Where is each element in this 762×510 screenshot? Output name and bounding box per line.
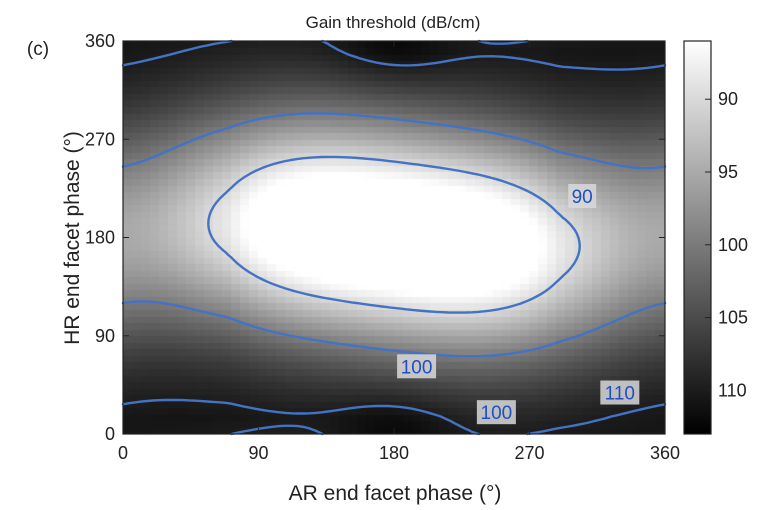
x-axis-label: AR end facet phase (°) [289, 482, 502, 505]
y-tick-label: 90 [95, 326, 115, 346]
contour-label-bg [568, 184, 597, 209]
x-tick-label: 90 [248, 443, 268, 463]
contour-label-bg [600, 380, 640, 405]
contour-line-90 [207, 155, 581, 314]
colorbar-frame [683, 40, 712, 435]
panel-label: (c) [27, 39, 49, 60]
y-tick-label: 270 [85, 129, 115, 149]
x-axis: 0 90 180 270 360 [118, 41, 680, 463]
y-tick-label: 360 [85, 31, 115, 51]
contour-label-bg [397, 354, 437, 379]
colorbar-tick-label: 95 [718, 162, 738, 182]
contour-label: 110 [605, 384, 635, 405]
contour-label: 100 [481, 403, 513, 424]
y-tick-label: 180 [85, 228, 115, 248]
x-tick-label: 360 [650, 443, 680, 463]
contour-label: 100 [401, 357, 433, 378]
heatmap-plot: 90 100 100 110 [121, 39, 667, 436]
x-tick-label: 270 [514, 443, 544, 463]
contour-label: 90 [572, 187, 593, 208]
colorbar-ticks: 90 95 100 105 110 [705, 89, 748, 400]
colorbar: 90 95 100 105 110 [683, 40, 748, 435]
x-tick-label: 180 [379, 443, 409, 463]
chart-title: Gain threshold (dB/cm) [306, 13, 481, 32]
colorbar-tick-label: 90 [718, 89, 738, 109]
y-axis: 0 90 180 270 360 [85, 31, 665, 444]
x-tick-label: 0 [118, 443, 128, 463]
colorbar-tick-label: 110 [718, 380, 747, 400]
colorbar-canvas [684, 41, 711, 434]
heatmap-canvas [123, 41, 665, 434]
contour-label-bg [476, 400, 516, 425]
y-axis-label: HR end facet phase (°) [61, 131, 84, 345]
contour-labels: 90 100 100 110 [397, 184, 640, 425]
colorbar-tick-label: 100 [718, 235, 748, 255]
colorbar-tick-label: 105 [718, 308, 748, 328]
y-tick-label: 0 [105, 424, 115, 444]
